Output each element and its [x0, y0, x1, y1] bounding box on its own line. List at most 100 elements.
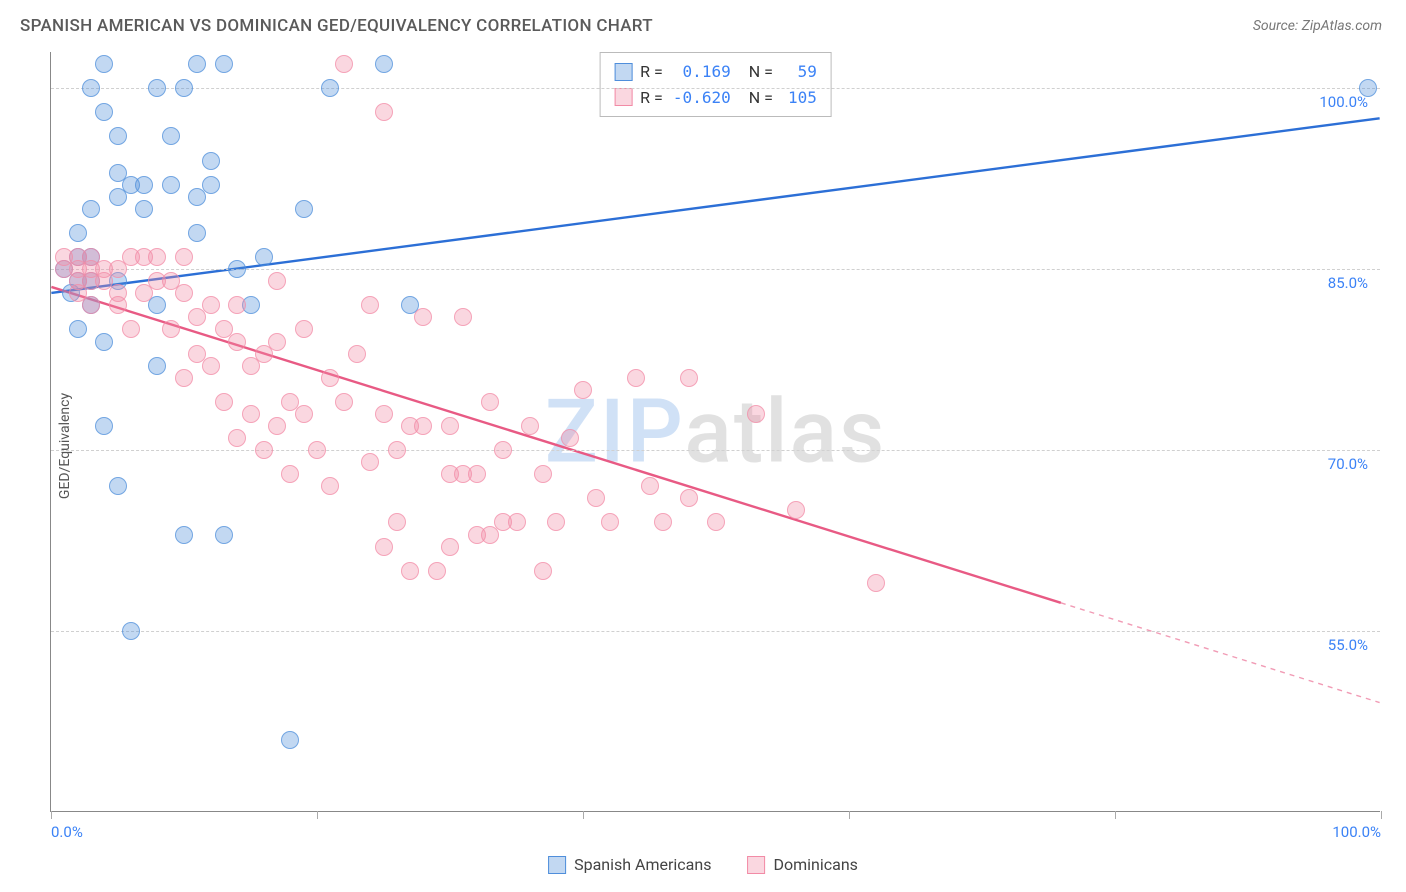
data-point	[867, 574, 885, 592]
data-point	[521, 417, 539, 435]
data-point	[388, 441, 406, 459]
data-point	[148, 79, 166, 97]
data-point	[82, 296, 100, 314]
data-point	[122, 622, 140, 640]
data-point	[135, 176, 153, 194]
watermark: ZIPatlas	[545, 380, 887, 483]
data-point	[95, 333, 113, 351]
data-point	[348, 345, 366, 363]
data-point	[454, 308, 472, 326]
data-point	[255, 248, 273, 266]
data-point	[561, 429, 579, 447]
y-tick-label: 55.0%	[1328, 636, 1368, 654]
data-point	[148, 357, 166, 375]
data-point	[69, 224, 87, 242]
gridline	[51, 269, 1380, 270]
data-point	[95, 417, 113, 435]
data-point	[375, 538, 393, 556]
legend-swatch-series1	[548, 856, 566, 874]
data-point	[375, 103, 393, 121]
data-point	[281, 731, 299, 749]
data-point	[587, 489, 605, 507]
data-point	[281, 465, 299, 483]
source-attribution: Source: ZipAtlas.com	[1253, 18, 1382, 34]
data-point	[441, 538, 459, 556]
data-point	[401, 562, 419, 580]
data-point	[641, 477, 659, 495]
data-point	[148, 296, 166, 314]
legend-item-series1: Spanish Americans	[548, 855, 711, 874]
data-point	[255, 441, 273, 459]
data-point	[175, 248, 193, 266]
r-value-series1: 0.169	[671, 59, 731, 85]
data-point	[268, 417, 286, 435]
data-point	[295, 320, 313, 338]
data-point	[228, 333, 246, 351]
chart-title: SPANISH AMERICAN VS DOMINICAN GED/EQUIVA…	[20, 16, 653, 36]
data-point	[747, 405, 765, 423]
data-point	[202, 357, 220, 375]
data-point	[388, 513, 406, 531]
data-point	[175, 79, 193, 97]
legend-label-series2: Dominicans	[773, 855, 857, 874]
data-point	[375, 55, 393, 73]
data-point	[414, 308, 432, 326]
data-point	[175, 526, 193, 544]
data-point	[148, 248, 166, 266]
data-point	[335, 393, 353, 411]
legend-swatch-series2	[747, 856, 765, 874]
data-point	[787, 501, 805, 519]
x-tick	[583, 811, 584, 819]
data-point	[335, 55, 353, 73]
stats-legend-box: R = 0.169 N = 59 R = -0.620 N = 105	[599, 52, 832, 117]
data-point	[654, 513, 672, 531]
legend-label-series1: Spanish Americans	[574, 855, 711, 874]
data-point	[508, 513, 526, 531]
data-point	[109, 477, 127, 495]
data-point	[295, 200, 313, 218]
data-point	[680, 489, 698, 507]
data-point	[202, 152, 220, 170]
plot-area: ZIPatlas R = 0.169 N = 59 R = -0.620 N =…	[50, 52, 1380, 812]
gridline	[51, 631, 1380, 632]
data-point	[1359, 79, 1377, 97]
data-point	[82, 200, 100, 218]
data-point	[627, 369, 645, 387]
data-point	[321, 477, 339, 495]
data-point	[202, 296, 220, 314]
data-point	[361, 453, 379, 471]
data-point	[215, 393, 233, 411]
data-point	[321, 369, 339, 387]
x-tick-label: 100.0%	[1332, 823, 1381, 841]
data-point	[268, 272, 286, 290]
trend-line	[51, 118, 1379, 293]
data-point	[268, 333, 286, 351]
n-label: N =	[749, 59, 773, 85]
legend-bottom: Spanish Americans Dominicans	[548, 855, 858, 874]
x-tick	[317, 811, 318, 819]
data-point	[188, 224, 206, 242]
data-point	[215, 526, 233, 544]
data-point	[534, 562, 552, 580]
x-tick-label: 0.0%	[51, 823, 83, 841]
data-point	[468, 465, 486, 483]
x-tick	[1381, 811, 1382, 819]
data-point	[215, 55, 233, 73]
x-tick	[849, 811, 850, 819]
data-point	[162, 320, 180, 338]
data-point	[228, 429, 246, 447]
data-point	[547, 513, 565, 531]
data-point	[122, 320, 140, 338]
n-value-series1: 59	[781, 59, 817, 85]
x-tick	[1115, 811, 1116, 819]
stats-row-series1: R = 0.169 N = 59	[614, 59, 817, 85]
y-tick-label: 85.0%	[1328, 274, 1368, 292]
data-point	[162, 127, 180, 145]
data-point	[574, 381, 592, 399]
y-tick-label: 70.0%	[1328, 455, 1368, 473]
data-point	[481, 393, 499, 411]
data-point	[175, 284, 193, 302]
data-point	[95, 55, 113, 73]
data-point	[494, 441, 512, 459]
data-point	[109, 296, 127, 314]
